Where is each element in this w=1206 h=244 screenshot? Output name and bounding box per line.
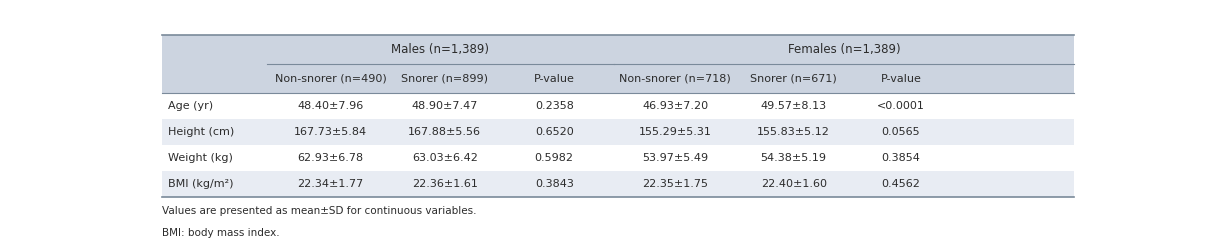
Text: Snorer (n=899): Snorer (n=899) (402, 74, 488, 84)
Text: 0.6520: 0.6520 (534, 127, 574, 137)
Text: <0.0001: <0.0001 (877, 101, 925, 111)
Text: 46.93±7.20: 46.93±7.20 (642, 101, 708, 111)
Text: 49.57±8.13: 49.57±8.13 (761, 101, 827, 111)
Text: 48.40±7.96: 48.40±7.96 (298, 101, 364, 111)
Text: Age (yr): Age (yr) (168, 101, 212, 111)
Text: 22.40±1.60: 22.40±1.60 (761, 179, 826, 189)
Text: Height (cm): Height (cm) (168, 127, 234, 137)
Text: P-value: P-value (880, 74, 921, 84)
Text: 53.97±5.49: 53.97±5.49 (642, 153, 708, 163)
Text: Females (n=1,389): Females (n=1,389) (788, 43, 900, 56)
Text: Weight (kg): Weight (kg) (168, 153, 233, 163)
Text: BMI: body mass index.: BMI: body mass index. (162, 228, 280, 238)
Bar (162, 64, 1075, 93)
Text: 48.90±7.47: 48.90±7.47 (411, 101, 478, 111)
Text: 22.34±1.77: 22.34±1.77 (298, 179, 364, 189)
Text: BMI (kg/m²): BMI (kg/m²) (168, 179, 233, 189)
Text: Snorer (n=671): Snorer (n=671) (750, 74, 837, 84)
Text: 0.0565: 0.0565 (882, 127, 920, 137)
Text: Values are presented as mean±SD for continuous variables.: Values are presented as mean±SD for cont… (162, 206, 476, 216)
Text: Non-snorer (n=718): Non-snorer (n=718) (619, 74, 731, 84)
Text: 0.3843: 0.3843 (534, 179, 574, 189)
Text: 22.36±1.61: 22.36±1.61 (411, 179, 478, 189)
Text: 62.93±6.78: 62.93±6.78 (298, 153, 364, 163)
Text: 0.4562: 0.4562 (882, 179, 920, 189)
Text: 0.5982: 0.5982 (534, 153, 574, 163)
Text: 0.3854: 0.3854 (882, 153, 920, 163)
Text: P-value: P-value (534, 74, 574, 84)
Text: 0.2358: 0.2358 (534, 101, 574, 111)
Text: Non-snorer (n=490): Non-snorer (n=490) (275, 74, 387, 84)
Text: 22.35±1.75: 22.35±1.75 (642, 179, 708, 189)
Text: Males (n=1,389): Males (n=1,389) (391, 43, 490, 56)
Bar (162, 145, 1075, 171)
Text: 155.83±5.12: 155.83±5.12 (757, 127, 830, 137)
Text: 54.38±5.19: 54.38±5.19 (761, 153, 826, 163)
Bar (162, 35, 1075, 64)
Bar (162, 119, 1075, 145)
Text: 167.88±5.56: 167.88±5.56 (409, 127, 481, 137)
Bar (162, 171, 1075, 197)
Bar (162, 93, 1075, 119)
Text: 63.03±6.42: 63.03±6.42 (411, 153, 478, 163)
Text: 167.73±5.84: 167.73±5.84 (294, 127, 368, 137)
Text: 155.29±5.31: 155.29±5.31 (639, 127, 712, 137)
